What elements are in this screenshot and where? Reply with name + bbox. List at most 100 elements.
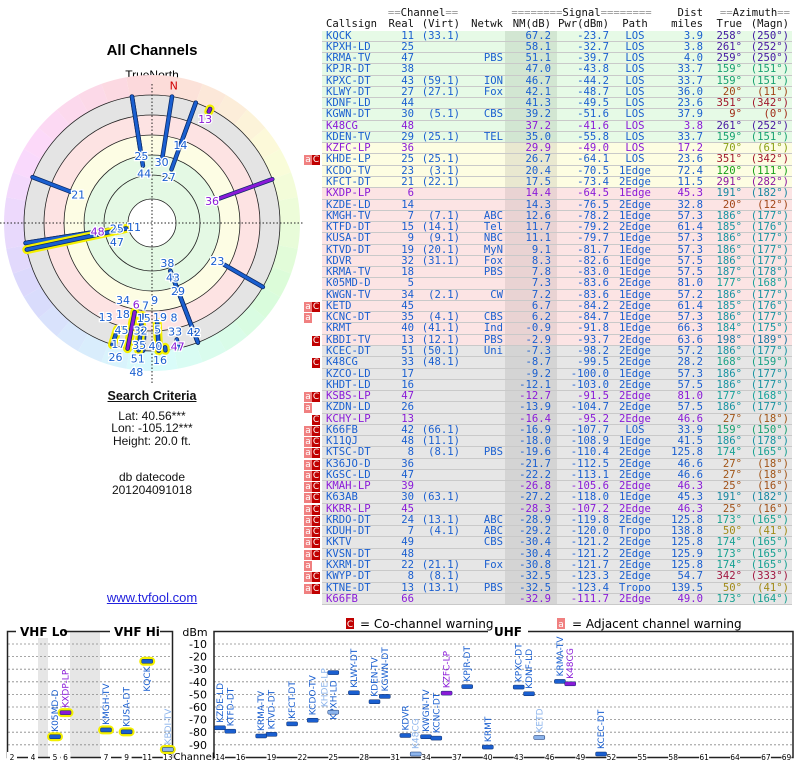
network: CW [462,289,505,301]
distance-miles: 33.7 [658,64,706,76]
table-row[interactable]: a C KETD 45 6.7 -84.2 2Edge 61.4 185° (176°) [304,300,794,313]
table-row[interactable]: K05MD-D 5 7.3 -83.6 2Edge 81.0 177° (168°) [304,278,794,290]
table-row[interactable]: a C KSBS-LP 47 -12.7 -91.5 2Edge 81.0 177° (168°) [304,391,794,403]
noise-margin: 58.1 [505,41,557,54]
azimuth-magnetic: (168°) [744,278,792,290]
table-row[interactable]: a C KKRR-LP 45 -28.3 -107.2 2Edge 46.3 25° (16°) [304,503,794,515]
channel-virtual: (31.1) [414,255,462,268]
table-row[interactable]: C KCHY-LP 13 -16.4 -95.2 2Edge 46.6 27° (18°) [304,413,794,425]
table-row[interactable]: KTFD-DT 15 (14.1) Tel 11.7 -79.2 2Edge 61.4 185°… [304,222,794,234]
table-row[interactable]: KCEC-DT 51 (50.1) Uni -7.3 -98.2 2Edge 57.2 186°… [304,345,794,358]
table-row[interactable]: a KCNC-DT 35 (4.1) CBS 6.2 -84.7 1Edge 57.3 186°(… [304,312,794,324]
azimuth-magnetic: (252°) [744,120,792,132]
signal-bar [554,679,566,684]
channel-label: 18 [116,308,130,321]
channel-tick-label: 25 [329,753,339,762]
tick-bg [668,752,679,762]
warning-flags [304,290,322,301]
path-type: 2Edge [612,571,658,583]
table-row[interactable]: a C KHDE-LP 25 (25.1) 26.7 -64.1 LOS 23.6 351° (34… [304,154,794,166]
callsign: KHDT-LD [322,379,384,392]
table-row[interactable]: KMGH-TV 7 (7.1) ABC 12.6 -78.2 1Edge 57.3 186° (1… [304,210,794,223]
channel-real: 36 [384,143,414,155]
distance-miles: 57.3 [658,210,706,223]
station-marker: KTVD-DT [265,689,278,737]
azimuth-magnetic: (252°) [744,41,792,54]
table-row[interactable]: KGWN-DT 30 (5.1) CBS 39.2 -51.6 LOS 37.9 9° (0°) [304,109,794,121]
table-row[interactable]: a KZDN-LD 26 -13.9 -104.7 2Edge 57.5 186° (177°) [304,402,794,414]
table-row[interactable]: a C KGSC-LD 47 -22.2 -113.1 2Edge 46.6 27° (18°) [304,469,794,482]
bearing-line [170,101,198,171]
table-row[interactable]: a C K36JO-D 36 -21.7 -112.5 2Edge 46.6 27° (18°) [304,458,794,470]
distance-miles: 46.3 [658,503,706,515]
channel-virtual: (14.1) [414,222,462,234]
table-row[interactable]: a KXRM-DT 22 (21.1) Fox -30.8 -121.7 2Edge 125.8… [304,560,794,572]
adjacent-warning-badge: a [304,448,312,459]
table-row[interactable]: KHDT-LD 16 -12.1 -103.0 2Edge 57.5 186° (177°) [304,379,794,392]
table-row[interactable]: a C KTNE-DT 13 (13.1) PBS -32.5 -123.4 Tropo 139.… [304,582,794,594]
azimuth-magnetic: (165°) [744,447,792,459]
table-row[interactable]: KPJR-DT 38 47.0 -43.8 LOS 33.7 159° (151°) [304,64,794,76]
noise-margin: -26.8 [505,481,557,493]
network [462,413,505,425]
channel-label: 7 [142,300,149,313]
table-row[interactable]: KRMA-TV 18 PBS 7.8 -83.0 1Edge 57.5 187° (178°) [304,267,794,279]
noise-margin: 8.3 [505,255,557,268]
bearing-line [168,269,200,344]
table-row[interactable]: KQCK 11 (33.1) 67.2 -23.7 LOS 3.9 258° (250°) [304,30,794,42]
channel-real: 7 [384,526,414,538]
table-row[interactable]: KDVR 32 (31.1) Fox 8.3 -82.6 1Edge 57.5 186° (177… [304,255,794,268]
table-row[interactable]: a C KVSN-DT 48 -30.4 -121.2 2Edge 125.9 173° (165… [304,548,794,561]
table-row[interactable]: KZCO-LD 17 -9.2 -100.0 1Edge 57.3 186° (177°) [304,368,794,380]
callsign: KZCO-LD [322,368,384,380]
azimuth-true: 261° [706,41,744,54]
table-row[interactable]: KXDP-LP 6 14.4 -64.5 1Edge 45.3 191° (182°) [304,188,794,200]
table-row[interactable]: KLWY-DT 27 (27.1) Fox 42.1 -48.7 LOS 36.0 20° (11… [304,86,794,99]
table-row[interactable]: KZFC-LP 36 29.9 -49.0 LOS 17.2 70° (61°) [304,143,794,155]
table-row[interactable]: a C KMAH-LP 39 -26.8 -105.6 2Edge 46.3 25° (16°) [304,481,794,493]
dbm-tick-label: -60 [189,701,207,714]
signal-power: -98.2 [557,345,612,358]
table-row[interactable]: KWGN-TV 34 (2.1) CW 7.2 -83.6 1Edge 57.2 186° (17… [304,289,794,301]
table-row[interactable]: KRMT 40 (41.1) Ind -0.9 -91.8 1Edge 66.3 184° (17… [304,323,794,335]
table-row[interactable]: KZDE-LD 14 14.3 -76.5 2Edge 32.8 20° (12°) [304,199,794,211]
table-row[interactable]: K48CG 48 37.2 -41.6 LOS 3.8 261° (252°) [304,120,794,132]
table-row[interactable]: a C K11QJ 48 (11.1) -18.0 -108.9 1Edge 41.5 186°(… [304,436,794,448]
table-row[interactable]: KPXC-DT 43 (59.1) ION 46.7 -44.2 LOS 33.7 159° (1… [304,75,794,87]
table-row[interactable]: KPXH-LD 25 58.1 -32.7 LOS 3.8 261° (252°) [304,41,794,54]
table-row[interactable]: a C KDUH-DT 7 (4.1) ABC -29.2 -120.0 Tropo 138.8 5… [304,526,794,538]
noise-margin: -27.2 [505,492,557,504]
table-row[interactable]: a C KWYP-DT 8 (8.1) -32.5 -123.3 2Edge 54.7 342°(… [304,571,794,583]
table-row[interactable]: a C K66FB 42 (66.1) -16.9 -107.7 LOS 33.9 159° (15… [304,424,794,437]
azimuth-true: 198° [706,334,744,346]
table-row[interactable]: KDEN-TV 29 (25.1) TEL 35.0 -55.8 LOS 33.7 159° (1… [304,131,794,144]
noise-margin: -12.7 [505,391,557,403]
table-row[interactable]: C KBDI-TV 13 (12.1) PBS -2.9 -93.7 2Edge 63.6 198… [304,334,794,346]
table-row[interactable]: KDNF-LD 44 41.3 -49.5 LOS 23.6 351° (342°) [304,98,794,110]
azimuth-true: 186° [706,210,744,223]
adjacent-warning-badge: a [304,437,312,448]
channel-virtual: (33.1) [414,30,462,42]
warning-flags [304,64,322,75]
bearing-line [126,310,137,351]
table-row[interactable]: K66FB 66 -32.9 -111.7 2Edge 49.0 173° (164°) [304,593,794,606]
table-row[interactable]: KTVD-DT 19 (20.1) MyN 9.1 -81.7 1Edge 57.3 186°(… [304,244,794,256]
tvfool-link[interactable]: www.tvfool.com [106,590,198,605]
table-row[interactable]: KFCT-DT 21 (22.1) 17.5 -73.4 2Edge 11.5 291° (28… [304,176,794,189]
noise-margin: 9.1 [505,244,557,256]
table-row[interactable]: a C KTSC-DT 8 (8.1) PBS -19.6 -110.4 2Edge 125.8 1… [304,447,794,459]
network: NBC [462,233,505,245]
table-row[interactable]: C K48CG 33 (48.1) -8.7 -99.5 2Edge 28.2 168° (159… [304,357,794,369]
noise-margin: -13.9 [505,402,557,414]
table-row[interactable]: KUSA-DT 9 (9.1) NBC 11.1 -79.7 1Edge 57.3 186° (1… [304,233,794,245]
table-row[interactable]: a C K63AB 30 (63.1) -27.2 -118.0 1Edge 45.3 191°(… [304,492,794,504]
table-row[interactable]: a C KRDO-DT 24 (13.1) ABC -28.9 -119.8 2Edge 125.… [304,514,794,527]
azimuth-true: 185° [706,222,744,234]
path-type: 1Edge [612,323,658,335]
table-row[interactable]: KRMA-TV 47 PBS 51.1 -39.7 LOS 4.0 259° (250°) [304,53,794,65]
table-row[interactable]: KCDO-TV 23 (3.1) 20.4 -70.5 1Edge 72.4 120° (111… [304,165,794,177]
callsign: KPJR-DT [322,64,384,76]
table-row[interactable]: a C KKTV 49 CBS -30.4 -121.2 2Edge 125.8 174° (165… [304,537,794,549]
callsign: KSBS-LP [322,391,384,403]
